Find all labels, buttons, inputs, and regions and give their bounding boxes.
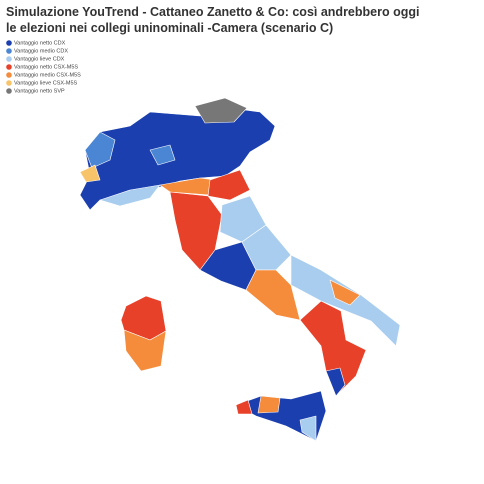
region <box>299 415 317 442</box>
region <box>79 107 276 211</box>
map-italy <box>79 97 401 442</box>
legend-swatch <box>6 56 12 62</box>
region <box>79 164 101 183</box>
legend-swatch <box>6 88 12 94</box>
region <box>207 169 251 201</box>
region <box>123 329 167 372</box>
legend-swatch <box>6 72 12 78</box>
legend-label: Vantaggio medio CSX-M5S <box>14 72 81 78</box>
region <box>84 131 116 169</box>
legend-swatch <box>6 80 12 86</box>
legend-label: Vantaggio lieve CDX <box>14 56 65 62</box>
legend-label: Vantaggio netto CSX-M5S <box>14 64 78 70</box>
region <box>329 279 361 306</box>
region <box>299 300 367 397</box>
legend-label: Vantaggio medio CDX <box>14 48 68 54</box>
region <box>325 367 346 397</box>
region <box>194 97 248 124</box>
legend: Vantaggio netto CDX Vantaggio medio CDX Va… <box>6 40 81 94</box>
legend-swatch <box>6 48 12 54</box>
legend-label: Vantaggio netto CDX <box>14 40 66 46</box>
region <box>99 184 161 207</box>
region <box>235 399 253 415</box>
region <box>149 144 176 166</box>
region <box>241 224 292 271</box>
title-line: Simulazione YouTrend - Cattaneo Zanetto … <box>6 5 419 19</box>
region <box>257 395 281 414</box>
legend-label: Vantaggio lieve CSX-M5S <box>14 80 78 86</box>
title-line: le elezioni nei collegi uninominali -Cam… <box>6 21 333 35</box>
legend-swatch <box>6 64 12 70</box>
legend-swatch <box>6 40 12 46</box>
legend-label: Vantaggio netto SVP <box>14 88 65 94</box>
